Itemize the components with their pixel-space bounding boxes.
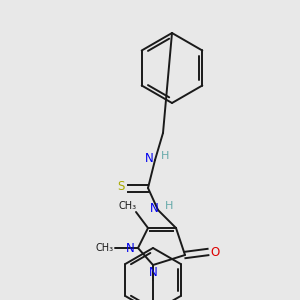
Text: H: H	[161, 151, 169, 161]
Text: O: O	[210, 245, 220, 259]
Text: N: N	[126, 242, 134, 254]
Text: N: N	[145, 152, 153, 164]
Text: H: H	[165, 201, 173, 211]
Text: CH₃: CH₃	[96, 243, 114, 253]
Text: CH₃: CH₃	[119, 201, 137, 211]
Text: S: S	[117, 181, 125, 194]
Text: N: N	[150, 202, 158, 214]
Text: N: N	[148, 266, 158, 280]
